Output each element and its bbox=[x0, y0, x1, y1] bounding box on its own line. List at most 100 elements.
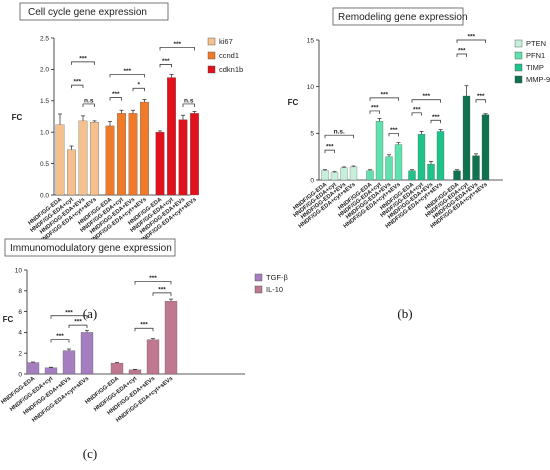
y-tick-label: 0 bbox=[310, 177, 314, 184]
bar-TGF-3 bbox=[80, 332, 94, 375]
bar-PTEN-0 bbox=[321, 170, 329, 181]
bar-TIMP-1 bbox=[417, 134, 426, 181]
significance-label: *** bbox=[158, 286, 166, 293]
bar-PTEN-2 bbox=[340, 167, 348, 181]
significance-label: *** bbox=[413, 106, 421, 113]
bar-ki67-3 bbox=[90, 122, 99, 196]
bar-IL10-2 bbox=[146, 339, 160, 375]
y-tick-label: 0.5 bbox=[40, 161, 49, 168]
bar-MMP9-0 bbox=[453, 170, 461, 181]
legend-swatch bbox=[207, 51, 216, 60]
significance-bracket bbox=[71, 84, 84, 89]
significance-label: *** bbox=[79, 55, 87, 62]
significance-bracket bbox=[109, 97, 122, 101]
significance-label: * bbox=[137, 82, 140, 89]
y-tick-label: 1.5 bbox=[40, 98, 49, 105]
bar-ki67-2 bbox=[78, 120, 88, 196]
y-tick-label: 2.5 bbox=[40, 35, 49, 42]
y-axis-label: FC bbox=[3, 315, 14, 324]
significance-bracket bbox=[411, 112, 422, 116]
legend-swatch bbox=[207, 37, 216, 46]
significance-label: *** bbox=[422, 93, 430, 100]
bar-ccnd1-3 bbox=[140, 101, 149, 196]
legend-label: ccnd1 bbox=[219, 51, 239, 60]
significance-label: *** bbox=[390, 127, 398, 134]
y-tick-label: 0.0 bbox=[40, 192, 49, 199]
significance-label: n.s. bbox=[334, 129, 345, 136]
y-tick-label: 2.0 bbox=[40, 67, 49, 74]
legend-swatch bbox=[254, 285, 263, 294]
significance-bracket bbox=[430, 119, 441, 124]
legend-label: MMP-9 bbox=[526, 75, 550, 84]
significance-label: *** bbox=[432, 114, 440, 121]
significance-bracket bbox=[182, 103, 195, 107]
y-tick-label: 1.0 bbox=[40, 130, 49, 137]
panel-title: Remodeling gene expression bbox=[338, 12, 468, 23]
significance-label: *** bbox=[56, 333, 64, 340]
significance-label: *** bbox=[123, 68, 131, 75]
bar-TIMP-3 bbox=[436, 131, 445, 181]
legend-label: cdkn1b bbox=[219, 65, 243, 74]
bar-ki67-0 bbox=[55, 124, 65, 196]
significance-bracket bbox=[324, 134, 354, 139]
bar-PFN1-2 bbox=[385, 156, 393, 181]
significance-label: *** bbox=[477, 93, 485, 100]
bar-PTEN-1 bbox=[330, 172, 339, 181]
panel-a: Cell cycle gene expression 0.0 0.5 1.0 1.5 2.… bbox=[12, 2, 243, 321]
significance-bracket bbox=[159, 47, 195, 51]
panel-c: Immunomodulatory gene expression 0 2 4 6 8 10 F… bbox=[0, 238, 288, 461]
panel-label: (b) bbox=[397, 306, 412, 321]
significance-bracket bbox=[50, 339, 70, 343]
y-tick-label: 2 bbox=[18, 351, 22, 358]
y-tick-label: 0 bbox=[18, 371, 22, 378]
bar-ccnd1-1 bbox=[117, 113, 126, 196]
significance-bracket bbox=[411, 99, 441, 103]
legend-label: TIMP bbox=[526, 63, 544, 72]
legend-label: ki67 bbox=[219, 37, 233, 46]
significance-label: *** bbox=[149, 275, 157, 282]
significance-label: *** bbox=[73, 79, 81, 86]
bar-IL10-1 bbox=[128, 369, 142, 375]
significance-label: *** bbox=[65, 309, 73, 316]
panel-title-frame bbox=[19, 2, 169, 21]
bar-cdkn1b-0 bbox=[155, 132, 165, 196]
significance-bracket bbox=[369, 110, 380, 114]
significance-bracket bbox=[324, 149, 335, 154]
significance-bracket bbox=[50, 315, 88, 319]
significance-label: n.s bbox=[184, 97, 194, 104]
significance-label: *** bbox=[74, 319, 82, 326]
panel-title: Immunomodulatory gene expression bbox=[10, 243, 172, 254]
legend-label: TGF-β bbox=[266, 273, 288, 282]
bar-cdkn1b-2 bbox=[178, 119, 188, 196]
significance-bracket bbox=[152, 292, 172, 296]
significance-bracket bbox=[134, 327, 154, 332]
significance-label: *** bbox=[380, 91, 388, 98]
significance-bracket bbox=[109, 74, 145, 78]
bar-TIMP-0 bbox=[408, 170, 416, 181]
bar-ccnd1-2 bbox=[128, 113, 138, 196]
significance-label: *** bbox=[173, 41, 181, 48]
significance-label: *** bbox=[140, 322, 148, 329]
y-tick-label: 10 bbox=[15, 267, 23, 274]
bar-IL10-3 bbox=[164, 301, 178, 375]
bar-TIMP-2 bbox=[427, 163, 435, 181]
significance-bracket bbox=[134, 281, 172, 285]
bar-IL10-0 bbox=[110, 362, 124, 375]
panel-title: Cell cycle gene expression bbox=[28, 7, 147, 18]
significance-label: n.s bbox=[84, 97, 94, 104]
legend-swatch bbox=[514, 63, 523, 72]
bar-PTEN-3 bbox=[349, 166, 358, 181]
bar-PFN1-1 bbox=[375, 121, 384, 181]
significance-bracket bbox=[82, 103, 95, 107]
legend-swatch bbox=[254, 273, 263, 282]
bar-MMP9-3 bbox=[481, 114, 490, 181]
significance-label: *** bbox=[467, 34, 475, 41]
legend-label: PTEN bbox=[526, 39, 546, 48]
significance-bracket bbox=[456, 39, 486, 43]
legend-swatch bbox=[514, 75, 523, 84]
bar-MMP9-2 bbox=[472, 155, 480, 181]
legend-swatch bbox=[514, 39, 523, 48]
y-tick-label: 4 bbox=[18, 330, 22, 337]
y-tick-label: 10 bbox=[307, 84, 315, 91]
